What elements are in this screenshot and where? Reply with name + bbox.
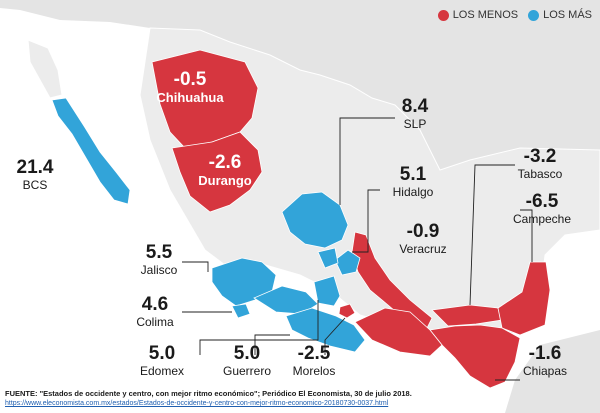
- campeche-region[interactable]: [497, 261, 551, 336]
- veracruz-value: -0.9: [406, 221, 440, 242]
- leader-edomex: [199, 300, 319, 355]
- legend-item-more: LOS MÁS: [528, 9, 592, 21]
- label-veracruz: -0.9 Veracruz: [388, 222, 458, 255]
- label-edomex: 5.0 Edomex: [132, 344, 192, 377]
- guerrero-name: Guerrero: [222, 364, 272, 378]
- durango-name: Durango: [198, 173, 252, 188]
- label-tabasco: -3.2 Tabasco: [508, 147, 572, 180]
- legend-less-label: LOS MENOS: [452, 9, 519, 21]
- durango-value: -2.6: [208, 152, 242, 173]
- leader-lines: [182, 117, 533, 381]
- colima-name: Colima: [136, 315, 174, 329]
- label-hidalgo: 5.1 Hidalgo: [378, 165, 448, 198]
- label-guerrero: 5.0 Guerrero: [215, 344, 279, 377]
- veracruz-name: Veracruz: [399, 242, 447, 256]
- bcs-value: 21.4: [16, 157, 54, 178]
- bcs-name: BCS: [22, 178, 48, 192]
- campeche-value: -6.5: [525, 191, 559, 212]
- usa-land: [0, 0, 600, 170]
- tabasco-value: -3.2: [523, 146, 557, 167]
- leader-guerrero: [254, 334, 290, 355]
- baja-california-land: [27, 39, 63, 99]
- leader-campeche: [520, 209, 533, 262]
- central-america-land: [505, 330, 600, 413]
- colima-value: 4.6: [141, 294, 169, 315]
- colima-region[interactable]: [231, 303, 251, 319]
- jalisco-value: 5.5: [145, 242, 173, 263]
- label-chiapas: -1.6 Chiapas: [515, 344, 575, 377]
- chiapas-name: Chiapas: [522, 364, 568, 378]
- oaxaca-region[interactable]: [354, 307, 443, 357]
- queretaro-region[interactable]: [317, 247, 339, 269]
- chihuahua-name: Chihuahua: [156, 90, 224, 105]
- hidalgo-name: Hidalgo: [392, 185, 434, 199]
- label-chihuahua: -0.5 Chihuahua: [150, 70, 230, 104]
- morelos-name: Morelos: [292, 364, 336, 378]
- leader-jalisco: [182, 261, 209, 272]
- legend-more-label: LOS MÁS: [543, 9, 592, 21]
- guerrero-region[interactable]: [285, 307, 366, 353]
- source-note: FUENTE: "Estados de occidente y centro, …: [5, 389, 412, 398]
- chiapas-region[interactable]: [429, 324, 521, 389]
- leader-tabasco: [469, 164, 515, 306]
- slp-region[interactable]: [281, 191, 349, 249]
- campeche-name: Campeche: [512, 212, 572, 226]
- legend-dot-less-icon: [437, 9, 449, 21]
- morelos-region[interactable]: [338, 303, 356, 319]
- chiapas-value: -1.6: [528, 343, 562, 364]
- guerrero-value: 5.0: [233, 343, 261, 364]
- label-slp: 8.4 SLP: [392, 97, 438, 130]
- bcs-region[interactable]: [51, 97, 131, 205]
- morelos-value: -2.5: [297, 343, 331, 364]
- chihuahua-value: -0.5: [173, 69, 207, 90]
- edomex-region[interactable]: [313, 275, 341, 307]
- hidalgo-value: 5.1: [399, 164, 427, 185]
- durango-region[interactable]: [171, 131, 263, 213]
- source-link[interactable]: https://www.eleconomista.com.mx/estados/…: [5, 400, 389, 407]
- leader-hidalgo: [352, 189, 380, 253]
- label-campeche: -6.5 Campeche: [505, 192, 579, 225]
- slp-name: SLP: [403, 117, 427, 131]
- leader-slp: [339, 117, 395, 205]
- label-morelos: -2.5 Morelos: [282, 344, 346, 377]
- legend: LOS MENOS LOS MÁS: [428, 9, 592, 21]
- jalisco-name: Jalisco: [140, 263, 178, 277]
- legend-item-less: LOS MENOS: [437, 9, 519, 21]
- slp-value: 8.4: [401, 96, 429, 117]
- label-colima: 4.6 Colima: [128, 295, 182, 328]
- hidalgo-region[interactable]: [334, 249, 361, 276]
- edomex-name: Edomex: [139, 364, 185, 378]
- tabasco-name: Tabasco: [517, 167, 563, 181]
- edomex-value: 5.0: [148, 343, 176, 364]
- label-durango: -2.6 Durango: [190, 153, 260, 187]
- label-bcs: 21.4 BCS: [12, 158, 58, 191]
- legend-dot-more-icon: [528, 9, 540, 21]
- leader-morelos: [324, 317, 346, 355]
- label-jalisco: 5.5 Jalisco: [132, 243, 186, 276]
